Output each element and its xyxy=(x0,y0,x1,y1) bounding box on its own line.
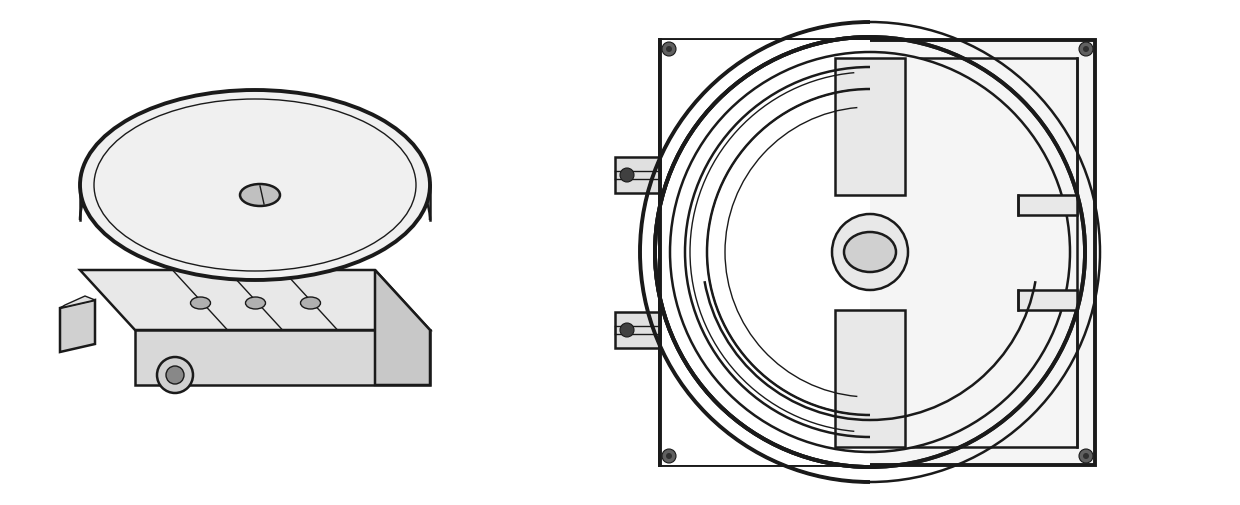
Polygon shape xyxy=(81,270,430,330)
Circle shape xyxy=(666,453,672,459)
Circle shape xyxy=(166,366,184,384)
Circle shape xyxy=(702,84,1038,420)
Circle shape xyxy=(670,52,1070,452)
Polygon shape xyxy=(1018,290,1078,310)
Polygon shape xyxy=(135,330,430,385)
Circle shape xyxy=(720,102,1021,402)
Polygon shape xyxy=(615,312,660,348)
Circle shape xyxy=(157,357,193,393)
Circle shape xyxy=(684,67,1055,437)
Circle shape xyxy=(662,42,676,56)
Polygon shape xyxy=(835,58,905,195)
Polygon shape xyxy=(660,40,870,465)
Circle shape xyxy=(1083,46,1089,52)
Ellipse shape xyxy=(241,184,280,206)
Circle shape xyxy=(832,214,908,290)
Ellipse shape xyxy=(191,297,211,309)
Ellipse shape xyxy=(844,232,897,272)
Circle shape xyxy=(1079,42,1092,56)
Polygon shape xyxy=(60,300,95,352)
Polygon shape xyxy=(615,157,660,193)
Circle shape xyxy=(1079,449,1092,463)
Ellipse shape xyxy=(246,297,265,309)
Polygon shape xyxy=(374,270,430,385)
Ellipse shape xyxy=(81,90,430,280)
Polygon shape xyxy=(835,310,905,447)
Polygon shape xyxy=(1018,195,1078,215)
Ellipse shape xyxy=(300,297,320,309)
Circle shape xyxy=(662,449,676,463)
Polygon shape xyxy=(660,40,1095,465)
Polygon shape xyxy=(60,296,95,308)
Circle shape xyxy=(620,323,634,337)
Circle shape xyxy=(666,46,672,52)
Circle shape xyxy=(1083,453,1089,459)
Circle shape xyxy=(620,168,634,182)
